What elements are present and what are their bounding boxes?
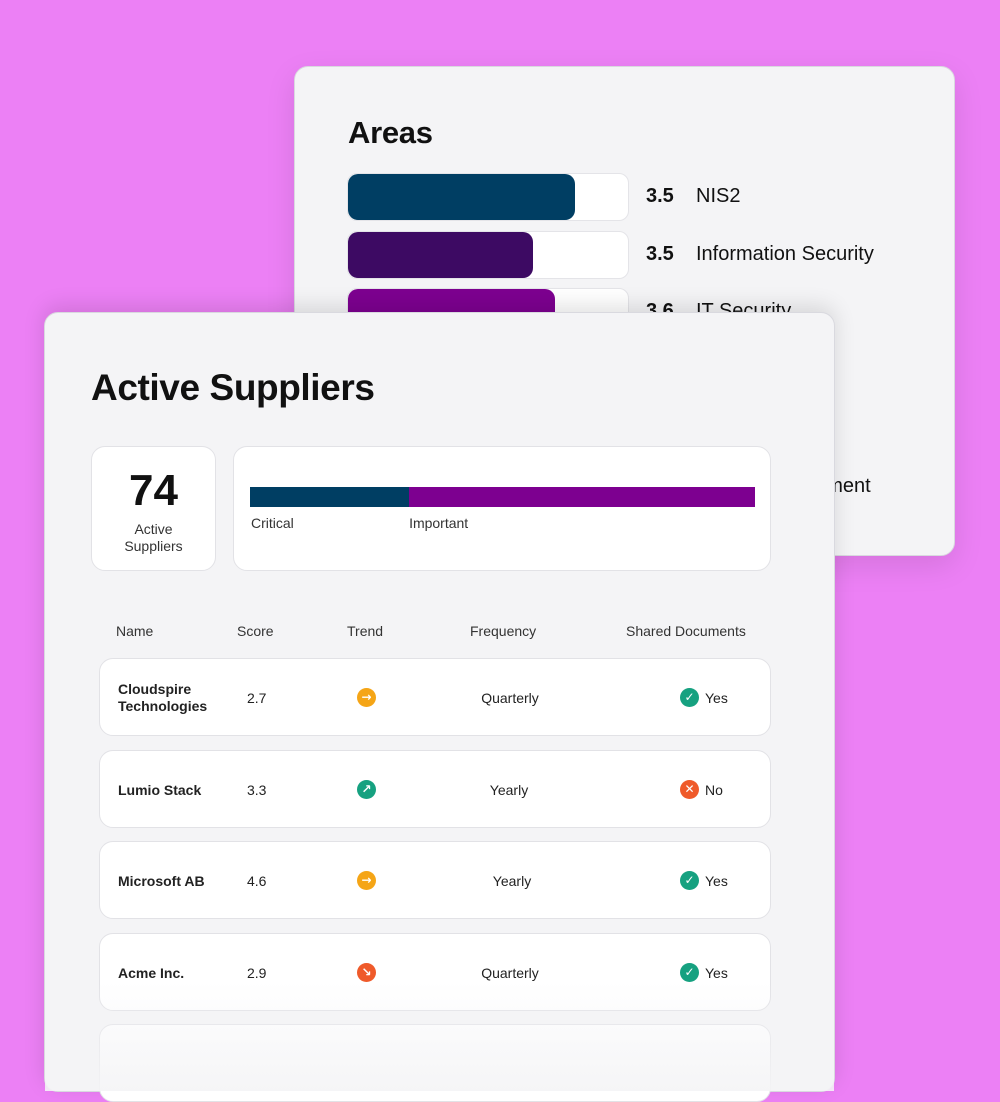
critical-segment[interactable] (250, 487, 410, 507)
column-header-name[interactable]: Name (116, 623, 154, 639)
check-circle-icon: ✓ (680, 871, 699, 890)
check-circle-icon: ✓ (680, 688, 699, 707)
supplier-split-bar (250, 487, 755, 507)
table-row[interactable]: Cloudspire Technologies 2.7 → Quarterly … (99, 658, 771, 736)
column-header-trend[interactable]: Trend (347, 623, 384, 639)
area-bar-track (347, 231, 629, 279)
arrow-right-icon: → (357, 688, 376, 707)
supplier-name: Microsoft AB (118, 873, 205, 889)
table-row[interactable] (99, 1024, 771, 1102)
important-segment[interactable] (409, 487, 755, 507)
arrow-up-right-icon: ↗ (357, 780, 376, 799)
table-row[interactable]: Microsoft AB 4.6 → Yearly ✓ Yes (99, 841, 771, 919)
area-bar-track (347, 173, 629, 221)
supplier-count-card: 74 Active Suppliers (91, 446, 216, 571)
area-row-information-security[interactable]: 3.5 Information Security (347, 231, 907, 281)
supplier-name: Lumio Stack (118, 782, 202, 798)
area-bar-fill (348, 232, 533, 278)
area-bar-fill (348, 174, 575, 220)
supplier-name: Acme Inc. (118, 965, 185, 981)
table-row[interactable]: Lumio Stack 3.3 ↗ Yearly ✕ No (99, 750, 771, 828)
supplier-score: 2.9 (247, 965, 267, 981)
page-title: Active Suppliers (91, 367, 375, 408)
supplier-name: Cloudspire Technologies (118, 681, 208, 714)
supplier-score: 3.3 (247, 782, 267, 798)
x-circle-icon: ✕ (680, 780, 699, 799)
important-label: Important (409, 515, 469, 531)
shared-documents-value: Yes (705, 965, 728, 981)
supplier-split-card: Critical Important (233, 446, 771, 571)
supplier-frequency: Yearly (492, 873, 532, 889)
supplier-score: 2.7 (247, 690, 267, 706)
critical-label: Critical (251, 515, 294, 531)
column-header-shared-documents[interactable]: Shared Documents (626, 623, 746, 639)
area-label: NIS2 (696, 185, 741, 207)
arrow-right-icon: → (357, 871, 376, 890)
column-header-frequency[interactable]: Frequency (470, 623, 537, 639)
supplier-frequency: Quarterly (481, 965, 539, 981)
shared-documents-value: Yes (705, 690, 728, 706)
supplier-score: 4.6 (247, 873, 267, 889)
table-row[interactable]: Acme Inc. 2.9 ↘ Quarterly ✓ Yes (99, 933, 771, 1011)
arrow-down-right-icon: ↘ (357, 963, 376, 982)
supplier-frequency: Yearly (489, 782, 529, 798)
column-header-score[interactable]: Score (237, 623, 274, 639)
area-score: 3.5 (646, 243, 674, 265)
supplier-count-label: Active Suppliers (124, 521, 183, 554)
area-score: 3.5 (646, 185, 674, 207)
areas-title: Areas (348, 115, 433, 150)
supplier-frequency: Quarterly (481, 690, 539, 706)
area-row-nis2[interactable]: 3.5 NIS2 (347, 173, 907, 223)
area-label: Information Security (696, 243, 874, 265)
check-circle-icon: ✓ (680, 963, 699, 982)
supplier-count-value: 74 (129, 466, 178, 515)
active-suppliers-card: Active Suppliers 74 Active Suppliers Cri… (44, 312, 835, 1102)
shared-documents-value: No (705, 782, 723, 798)
shared-documents-value: Yes (705, 873, 728, 889)
